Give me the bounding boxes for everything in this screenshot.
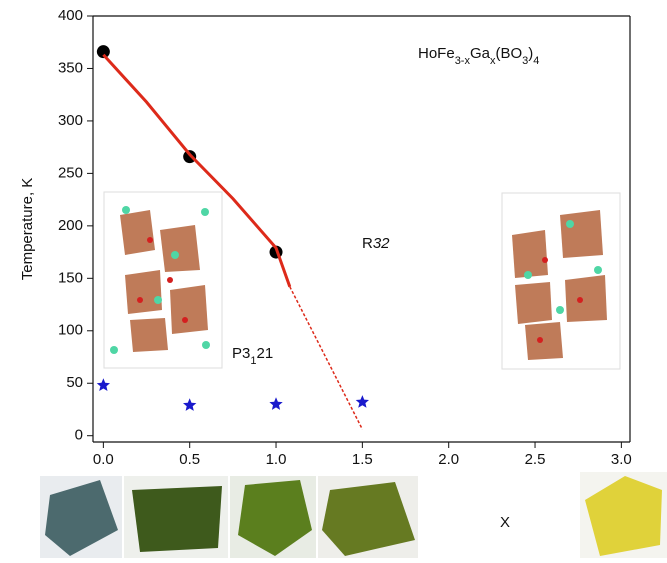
structure-image-right: [502, 193, 620, 369]
y-tick-label: 50: [66, 374, 83, 391]
phase-high-label: R32: [362, 235, 390, 252]
data-star: [97, 378, 110, 391]
formula-annotation-part: HoFe: [418, 45, 455, 62]
fit-line: [290, 287, 363, 430]
crystal-photos: [40, 472, 667, 558]
data-star: [356, 395, 369, 408]
phase-low-label-part: 21: [256, 345, 273, 362]
formula-annotation-part: (BO: [495, 45, 522, 62]
y-tick-label: 200: [58, 217, 83, 234]
y-tick-label: 400: [58, 7, 83, 24]
structure-image-left: [104, 192, 222, 368]
y-tick-label: 100: [58, 322, 83, 339]
chart: Temperature, K X 0.0 0.5 1.0 1.5 2.0 2.5 3.0 0 5…: [0, 0, 667, 558]
formula-annotation: HoFe3-xGax(BO3)4: [418, 45, 539, 67]
phase-low-label: P3121: [232, 345, 273, 367]
formula-annotation-part: 3-x: [455, 55, 471, 67]
phase-high-label-part: R: [362, 235, 373, 252]
phase-low-label-part: P3: [232, 345, 250, 362]
formula-annotation-part: 4: [533, 55, 539, 67]
x-tick-label: 0.5: [179, 451, 200, 468]
formula-annotation-part: Ga: [470, 45, 491, 62]
x-axis-label: X: [500, 514, 510, 531]
x-tick-label: 3.0: [611, 451, 632, 468]
data-star: [183, 398, 196, 411]
x-tick-label: 2.5: [525, 451, 546, 468]
x-tick-label: 1.5: [352, 451, 373, 468]
y-tick-label: 250: [58, 164, 83, 181]
x-tick-label: 2.0: [438, 451, 459, 468]
x-tick-label: 0.0: [93, 451, 114, 468]
data-star: [269, 397, 282, 410]
phase-high-label-part: 32: [373, 235, 390, 252]
x-tick-label: 1.0: [266, 451, 287, 468]
y-tick-label: 150: [58, 269, 83, 286]
y-tick-label: 300: [58, 112, 83, 129]
y-tick-label: 350: [58, 59, 83, 76]
y-axis-label: Temperature, K: [19, 178, 36, 281]
y-tick-label: 0: [75, 427, 83, 444]
page: {"chart_data": {"type": "scatter", "y_la…: [0, 0, 667, 563]
